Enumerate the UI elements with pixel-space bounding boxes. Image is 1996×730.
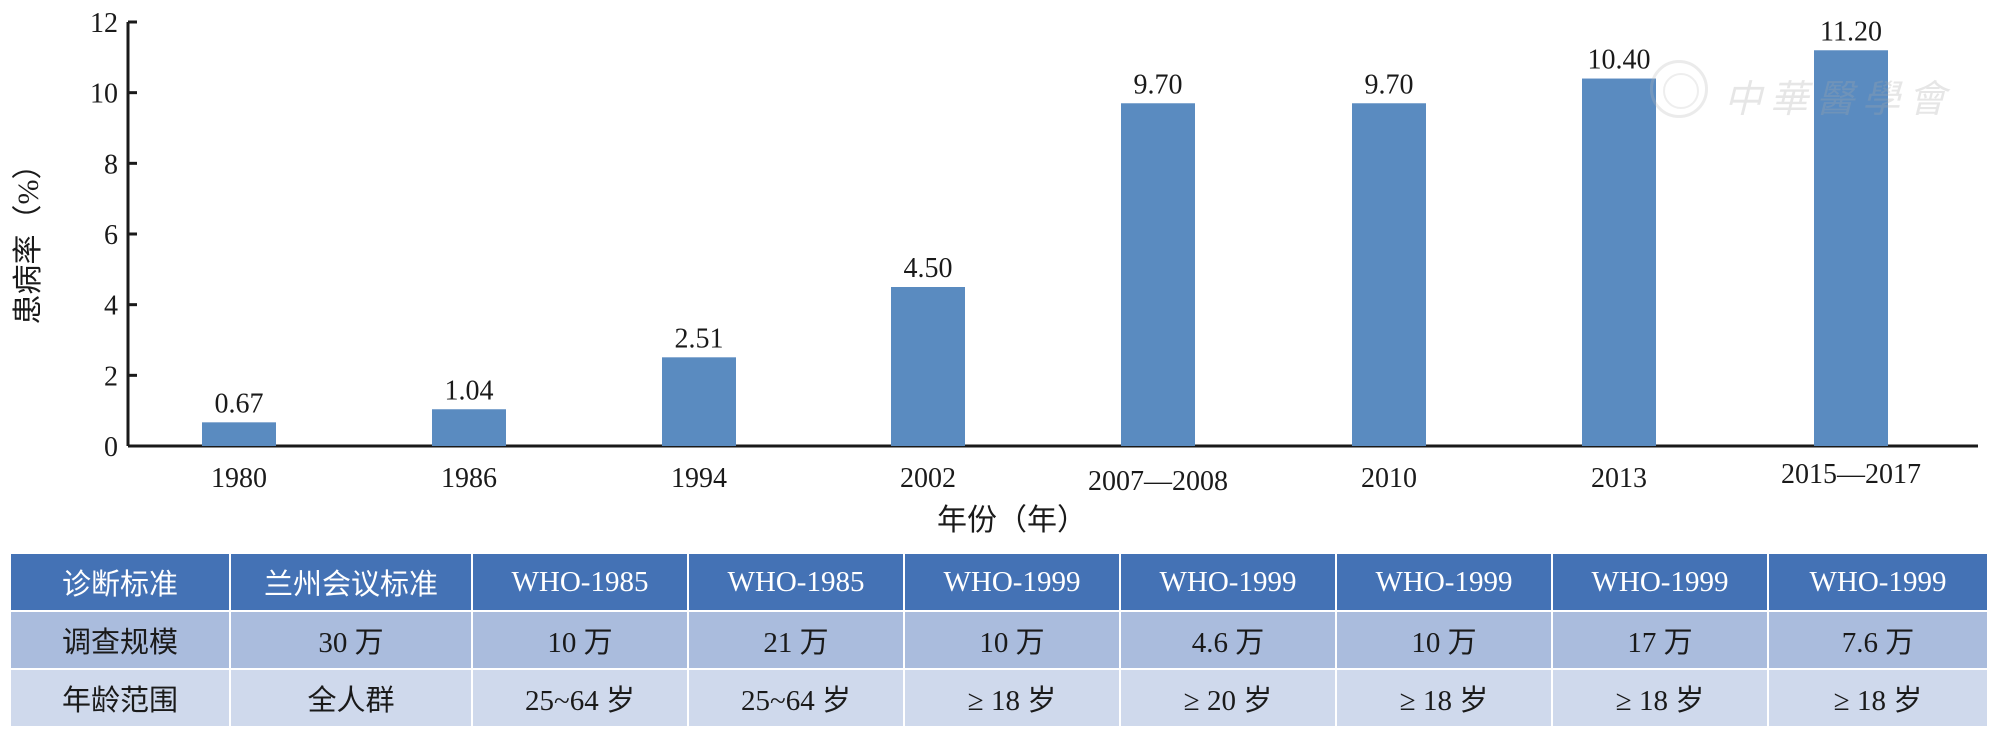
x-tick-label: 2002 [900,463,956,494]
y-tick-label: 2 [104,361,118,392]
bar-value-label: 11.20 [1820,16,1882,47]
watermark-text: 中華醫學會 [1724,77,1955,121]
diagnostic-criteria-row: 诊断标准 兰州会议标准 WHO-1985 WHO-1985 WHO-1999 WHO-19… [9,552,1989,612]
y-tick-label: 10 [90,79,118,110]
table-cell: ≥ 18 岁 [1767,668,1989,728]
table-cell: WHO-1999 [1335,552,1553,612]
bar [1814,50,1888,447]
y-tick-label: 8 [104,149,118,180]
survey-scale-row: 调查规模 30 万 10 万 21 万 10 万 4.6 万 10 万 17 万 7.6 万 [9,610,1989,670]
x-tick-label: 2010 [1361,463,1417,494]
bar [891,287,965,446]
seal-icon [1650,60,1708,118]
table-row-header: 诊断标准 [9,552,231,612]
watermark-logo: 中華醫學會 [1650,56,1950,126]
bar-value-label: 10.40 [1588,45,1651,76]
bar-value-label: 2.51 [675,323,724,354]
table-cell: 10 万 [1335,610,1553,670]
table-cell: ≥ 18 岁 [1335,668,1553,728]
bar-value-label: 9.70 [1365,69,1414,100]
table-cell: ≥ 18 岁 [1551,668,1769,728]
bar-chart: 0 2 4 6 8 10 12 1980 1986 1994 2002 2007—2008 2010 2… [12,8,1978,537]
table-cell: 10 万 [903,610,1121,670]
x-tick-label: 1986 [441,463,497,494]
table-cell: WHO-1999 [903,552,1121,612]
bar-value-label: 4.50 [904,253,953,284]
y-tick-label: 4 [104,291,118,322]
bar-value-label: 9.70 [1134,69,1183,100]
bar [1582,78,1656,447]
bar [1352,103,1426,447]
y-tick-label: 6 [104,220,118,251]
y-tick-label: 0 [104,432,118,463]
table-cell: 兰州会议标准 [229,552,473,612]
y-axis: 0 2 4 6 8 10 12 [90,8,137,463]
y-tick-label: 12 [90,8,118,39]
table-cell: WHO-1999 [1767,552,1989,612]
table-cell: 21 万 [687,610,905,670]
chart-area: 0 2 4 6 8 10 12 1980 1986 1994 2002 2007—2008 2010 2… [12,8,1978,537]
age-range-row: 年龄范围 全人群 25~64 岁 25~64 岁 ≥ 18 岁 ≥ 20 岁 ≥ 18 岁 ≥… [9,668,1989,728]
table-cell: WHO-1985 [471,552,689,612]
table-cell: 10 万 [471,610,689,670]
bar-value-label: 1.04 [445,375,494,406]
bar [662,357,736,446]
table-cell: 30 万 [229,610,473,670]
table-row-header: 调查规模 [9,610,231,670]
x-axis-title: 年份（年） [937,504,1087,537]
table-cell: WHO-1985 [687,552,905,612]
x-tick-label: 1994 [671,463,727,494]
y-axis-title: 患病率（%） [12,150,45,325]
x-tick-label: 2013 [1591,463,1647,494]
bar [1121,103,1195,447]
table-cell: WHO-1999 [1119,552,1337,612]
study-info-table: 诊断标准 兰州会议标准 WHO-1985 WHO-1985 WHO-1999 WHO-19… [9,552,1989,728]
bar [432,409,506,446]
table-cell: 17 万 [1551,610,1769,670]
table-cell: ≥ 20 岁 [1119,668,1337,728]
bar-value-label: 0.67 [215,388,264,419]
data-labels: 0.67 1.04 2.51 4.50 9.70 9.70 10.40 11.20 [215,16,1882,419]
bar [202,422,276,446]
bars [202,50,1888,447]
table-cell: 4.6 万 [1119,610,1337,670]
table-cell: 全人群 [229,668,473,728]
table-cell: 25~64 岁 [687,668,905,728]
table-cell: 25~64 岁 [471,668,689,728]
x-tick-label: 2015—2017 [1781,459,1921,490]
table-cell: 7.6 万 [1767,610,1989,670]
x-tick-label: 1980 [211,463,267,494]
x-axis: 1980 1986 1994 2002 2007—2008 2010 2013 2015—20… [128,444,1978,497]
x-tick-label: 2007—2008 [1088,466,1228,497]
table-row-header: 年龄范围 [9,668,231,728]
table-cell: ≥ 18 岁 [903,668,1121,728]
table-cell: WHO-1999 [1551,552,1769,612]
